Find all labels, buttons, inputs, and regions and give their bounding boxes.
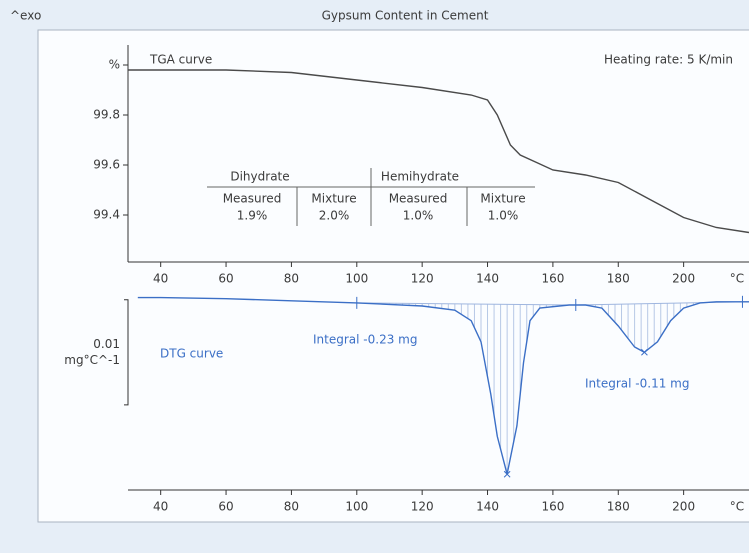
curve (137, 296, 749, 475)
x-tick-label: 140 (476, 272, 499, 286)
table-value: 1.9% (237, 209, 268, 223)
table-value: 2.0% (319, 209, 350, 223)
curve (128, 69, 749, 234)
table-column: Mixture (480, 192, 525, 206)
table-group: Hemihydrate (381, 170, 459, 184)
x-tick-label: 60 (218, 272, 233, 286)
x-tick-label: 200 (672, 272, 695, 286)
x-tick-label: 40 (153, 272, 168, 286)
y-tick-label: 99.6 (93, 158, 120, 172)
scale-bar-value: 0.01 (93, 337, 120, 351)
scale-bar-unit: mg°C^-1 (64, 353, 120, 367)
x-tick-label: 100 (345, 500, 368, 514)
annotation: Integral -0.11 mg (585, 377, 689, 391)
panel (37, 29, 749, 523)
x-axis-label: °C (730, 272, 744, 286)
integral-baseline (356, 302, 576, 306)
x-tick-label: 100 (345, 272, 368, 286)
x-tick-label: 160 (541, 272, 564, 286)
table-value: 1.0% (488, 209, 519, 223)
x-tick-label: 180 (607, 272, 630, 286)
table-column: Mixture (311, 192, 356, 206)
x-tick-label: 60 (218, 500, 233, 514)
y-tick-label: 99.4 (93, 208, 120, 222)
series-label: DTG curve (160, 347, 223, 361)
y-tick-label: % (109, 58, 120, 72)
peak-marker (503, 470, 511, 478)
x-tick-label: 180 (607, 500, 630, 514)
x-tick-label: 120 (411, 272, 434, 286)
x-tick-label: 140 (476, 500, 499, 514)
note: Heating rate: 5 K/min (604, 53, 733, 67)
table-value: 1.0% (403, 209, 434, 223)
x-tick-label: 80 (284, 272, 299, 286)
x-axis-label: °C (730, 500, 744, 514)
x-tick-label: 40 (153, 500, 168, 514)
y-tick-label: 99.8 (93, 108, 120, 122)
exo-label: ^exo (10, 9, 41, 23)
peak-marker (641, 348, 648, 356)
table-column: Measured (223, 192, 282, 206)
x-tick-label: 120 (411, 500, 434, 514)
x-tick-label: 80 (284, 500, 299, 514)
x-tick-label: 160 (541, 500, 564, 514)
series-label: TGA curve (149, 53, 212, 67)
x-tick-label: 200 (672, 500, 695, 514)
table-group: Dihydrate (230, 170, 289, 184)
scale-bar (124, 299, 129, 406)
annotation: Integral -0.23 mg (313, 333, 417, 347)
table-column: Measured (389, 192, 448, 206)
chart-title: Gypsum Content in Cement (322, 9, 489, 23)
